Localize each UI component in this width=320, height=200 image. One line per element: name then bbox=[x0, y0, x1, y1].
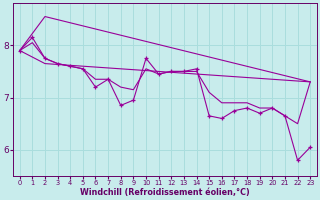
X-axis label: Windchill (Refroidissement éolien,°C): Windchill (Refroidissement éolien,°C) bbox=[80, 188, 250, 197]
